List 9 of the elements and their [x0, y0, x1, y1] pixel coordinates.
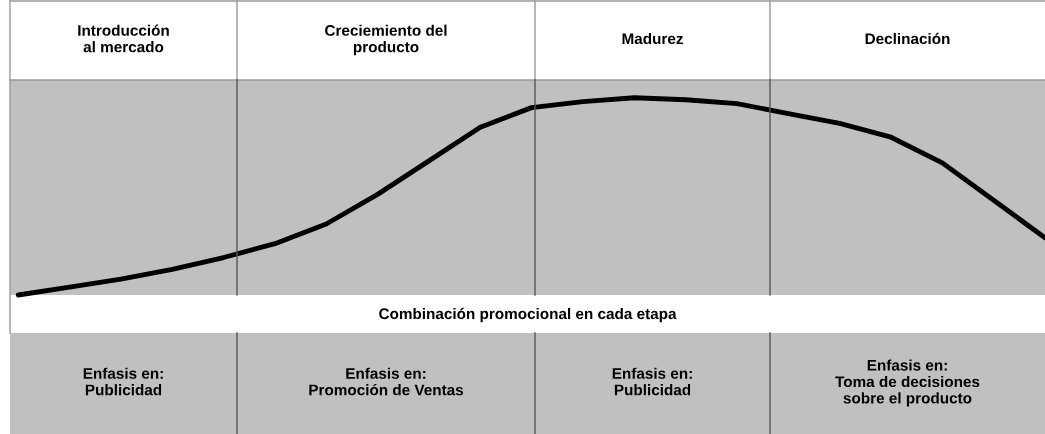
text: Enfasis en: Promoción de Ventas — [309, 367, 464, 396]
text: Creciemiento del producto — [325, 24, 447, 56]
text: Enfasis en: Toma de decisiones sobre el producto — [835, 359, 980, 407]
text: Enfasis en: Publicidad — [83, 367, 163, 396]
text: Enfasis en: Publicidad — [612, 367, 692, 396]
text: Madurez — [622, 32, 683, 45]
text: Declinación — [865, 32, 950, 45]
text: Introducción al mercado — [78, 24, 169, 53]
text: Combinación promocional en cada etapa — [379, 307, 677, 323]
